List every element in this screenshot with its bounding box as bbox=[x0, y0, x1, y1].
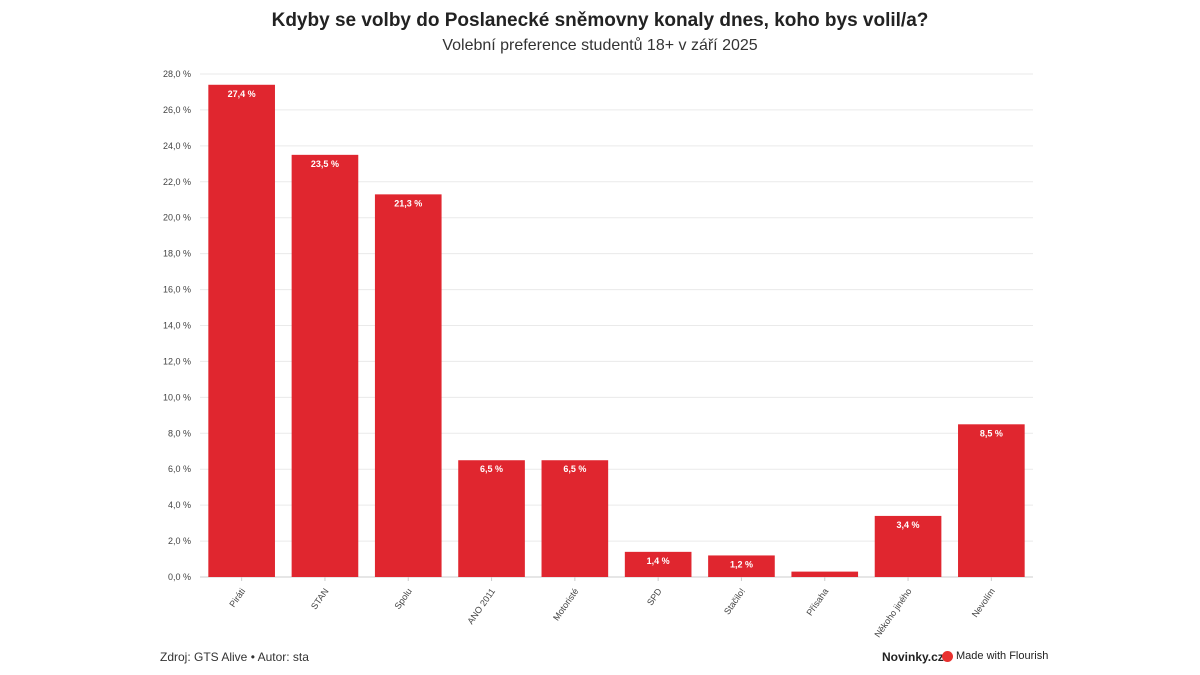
data-label: 6,5 % bbox=[480, 464, 503, 474]
bar bbox=[708, 555, 775, 577]
y-tick-label: 10,0 % bbox=[163, 392, 191, 402]
x-tick-label: Někoho jiného bbox=[872, 586, 913, 639]
made-with-label: Made with Flourish bbox=[956, 650, 1049, 662]
y-tick-label: 8,0 % bbox=[168, 428, 191, 438]
chart-subtitle: Volební preference studentů 18+ v září 2… bbox=[442, 37, 758, 54]
y-tick-label: 2,0 % bbox=[168, 536, 191, 546]
data-label: 1,4 % bbox=[647, 556, 670, 566]
x-tick-label: SPD bbox=[645, 586, 664, 607]
data-label: 23,5 % bbox=[311, 159, 339, 169]
flourish-logo-icon bbox=[942, 650, 953, 662]
y-tick-label: 26,0 % bbox=[163, 105, 191, 115]
y-tick-label: 18,0 % bbox=[163, 249, 191, 259]
y-tick-label: 12,0 % bbox=[163, 356, 191, 366]
chart-title: Kdyby se volby do Poslanecké sněmovny ko… bbox=[271, 10, 929, 31]
x-tick-label: Motoristé bbox=[551, 586, 580, 622]
y-tick-label: 20,0 % bbox=[163, 213, 191, 223]
y-tick-label: 14,0 % bbox=[163, 321, 191, 331]
x-tick-label: ANO 2011 bbox=[465, 586, 497, 626]
x-tick-label: Spolu bbox=[392, 586, 413, 611]
bar bbox=[458, 460, 525, 577]
bar bbox=[958, 424, 1025, 577]
brand-label[interactable]: Novinky.cz bbox=[882, 650, 944, 664]
x-tick-label: Nevolím bbox=[970, 586, 997, 619]
bar bbox=[624, 551, 692, 577]
x-tick-label: STAN bbox=[309, 586, 331, 611]
y-tick-label: 24,0 % bbox=[163, 141, 191, 151]
y-tick-label: 0,0 % bbox=[168, 572, 191, 582]
data-label: 3,4 % bbox=[897, 520, 920, 530]
bar bbox=[374, 194, 442, 577]
bar bbox=[874, 515, 942, 577]
y-tick-label: 28,0 % bbox=[163, 69, 191, 79]
y-tick-label: 16,0 % bbox=[163, 285, 191, 295]
x-tick-label: Piráti bbox=[227, 586, 247, 609]
data-label: 6,5 % bbox=[563, 464, 586, 474]
data-label: 8,5 % bbox=[980, 428, 1003, 438]
bar bbox=[208, 84, 275, 578]
y-tick-label: 22,0 % bbox=[163, 177, 191, 187]
x-tick-label: Stačilo! bbox=[722, 586, 747, 616]
bar bbox=[291, 154, 359, 577]
data-label: 1,2 % bbox=[730, 559, 753, 569]
made-with-flourish-link[interactable]: Made with Flourish bbox=[942, 650, 1048, 662]
x-tick-label: Přísaha bbox=[804, 586, 830, 617]
y-tick-label: 6,0 % bbox=[168, 464, 191, 474]
data-label: 21,3 % bbox=[394, 198, 422, 208]
data-label: 27,4 % bbox=[228, 89, 256, 99]
bar bbox=[791, 571, 859, 577]
bar bbox=[541, 460, 609, 577]
source-note: Zdroj: GTS Alive • Autor: sta bbox=[160, 650, 309, 664]
y-tick-label: 4,0 % bbox=[168, 500, 191, 510]
